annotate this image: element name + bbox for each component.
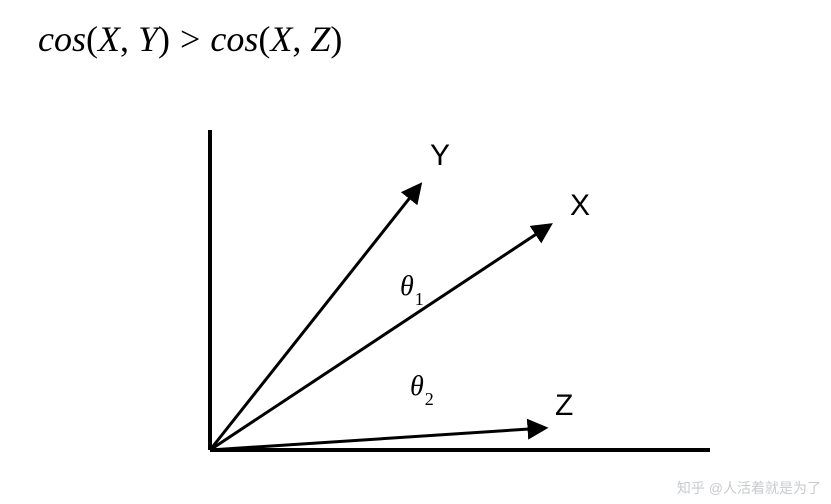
formula-arg-X1: X (98, 19, 120, 59)
watermark: 知乎 @人活着就是为了 (677, 478, 821, 498)
formula-arg-Y: Y (138, 19, 158, 59)
vector-Z (210, 428, 545, 450)
vector-label-Y: Y (430, 139, 450, 172)
vector-X (210, 225, 550, 450)
page-root: cos(X, Y)>cos(X, Z) YXZθ1θ2 知乎 @人活着就是为了 (0, 0, 831, 504)
formula-fn-2: cos (210, 19, 258, 59)
formula: cos(X, Y)>cos(X, Z) (38, 18, 342, 60)
diagram-svg: Y X Zθ1 θ2 (150, 120, 720, 480)
vector-label-Z: Z (555, 389, 573, 422)
vector-label-X: X (570, 189, 590, 222)
angle-label-theta1: θ1 (400, 271, 424, 309)
formula-comma-1: , (120, 19, 129, 59)
formula-comma-2: , (292, 19, 301, 59)
formula-arg-X2: X (270, 19, 292, 59)
vector-Y (210, 185, 420, 450)
formula-fn-1: cos (38, 19, 86, 59)
formula-lparen-1: ( (86, 19, 98, 59)
formula-gt: > (170, 19, 210, 59)
formula-rparen-1: ) (158, 19, 170, 59)
vector-diagram: Y X Zθ1 θ2 (150, 120, 720, 490)
formula-arg-Z: Z (310, 19, 330, 59)
angle-label-theta2: θ2 (410, 371, 434, 409)
formula-rparen-2: ) (330, 19, 342, 59)
formula-lparen-2: ( (258, 19, 270, 59)
